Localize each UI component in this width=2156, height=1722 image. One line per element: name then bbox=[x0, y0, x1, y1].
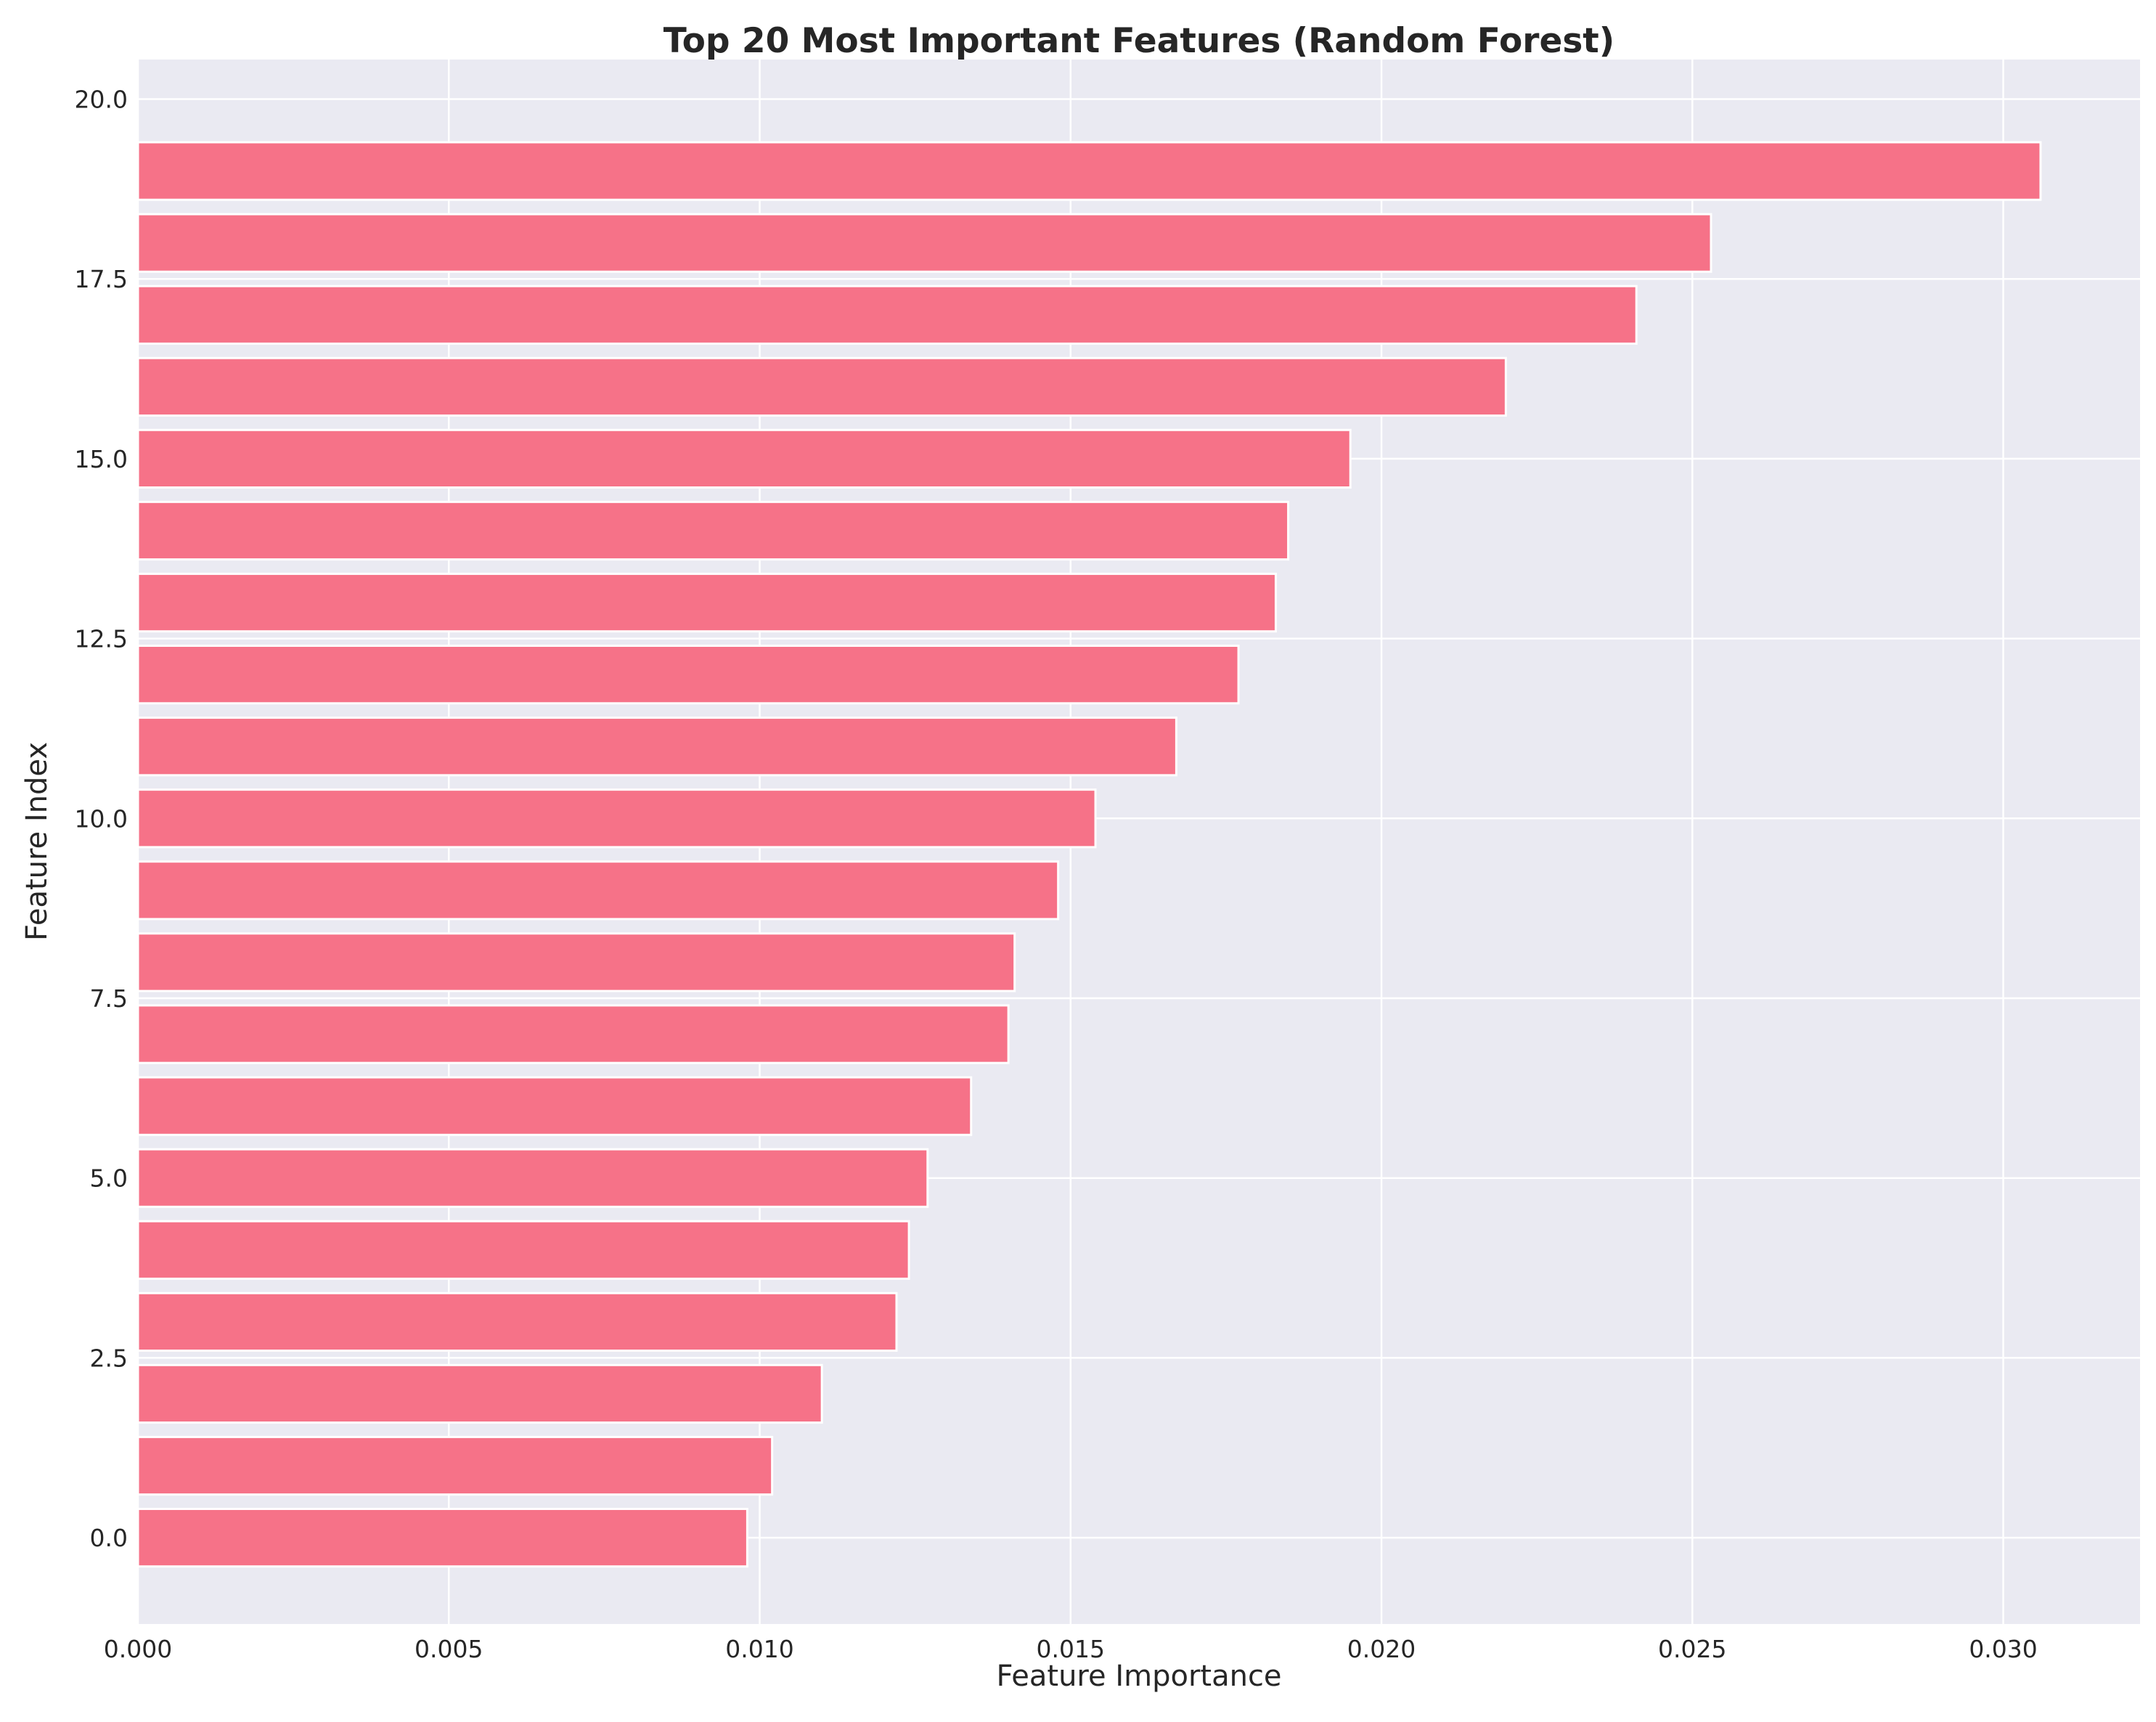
bar bbox=[138, 1509, 747, 1566]
y-axis-label: Feature Index bbox=[20, 742, 54, 941]
y-tick-label: 20.0 bbox=[75, 85, 128, 113]
y-tick-labels: 0.0 2.5 5.0 7.5 10.0 12.5 15.0 17.5 20.0 bbox=[75, 85, 128, 1552]
chart-title: Top 20 Most Important Features (Random F… bbox=[663, 21, 1615, 61]
x-tick-label: 0.020 bbox=[1347, 1635, 1416, 1663]
bar bbox=[138, 214, 1711, 272]
bar bbox=[138, 790, 1095, 847]
bar bbox=[138, 430, 1350, 487]
x-tick-label: 0.005 bbox=[415, 1635, 483, 1663]
x-tick-label: 0.000 bbox=[104, 1635, 172, 1663]
bar bbox=[138, 1365, 822, 1422]
y-tick-label: 7.5 bbox=[90, 984, 128, 1013]
y-tick-label: 10.0 bbox=[75, 804, 128, 833]
bar bbox=[138, 574, 1275, 631]
y-tick-label: 15.0 bbox=[75, 445, 128, 473]
x-tick-label: 0.025 bbox=[1658, 1635, 1726, 1663]
x-axis-label: Feature Importance bbox=[996, 1660, 1281, 1693]
bar bbox=[138, 1005, 1008, 1063]
bar bbox=[138, 1221, 909, 1278]
bar bbox=[138, 718, 1176, 775]
y-tick-label: 17.5 bbox=[75, 265, 128, 293]
bar bbox=[138, 502, 1289, 559]
bar bbox=[138, 646, 1238, 703]
x-tick-label: 0.030 bbox=[1969, 1635, 2037, 1663]
bar bbox=[138, 358, 1506, 415]
bar bbox=[138, 1149, 928, 1207]
y-tick-label: 12.5 bbox=[75, 625, 128, 653]
bar bbox=[138, 1293, 897, 1350]
x-tick-label: 0.010 bbox=[725, 1635, 793, 1663]
bar bbox=[138, 1077, 971, 1135]
y-tick-label: 2.5 bbox=[90, 1344, 128, 1372]
bar bbox=[138, 142, 2041, 200]
bar bbox=[138, 286, 1636, 343]
y-tick-label: 0.0 bbox=[90, 1524, 128, 1552]
y-tick-label: 5.0 bbox=[90, 1164, 128, 1193]
bar bbox=[138, 862, 1058, 919]
bar bbox=[138, 1437, 772, 1494]
bar bbox=[138, 934, 1015, 991]
